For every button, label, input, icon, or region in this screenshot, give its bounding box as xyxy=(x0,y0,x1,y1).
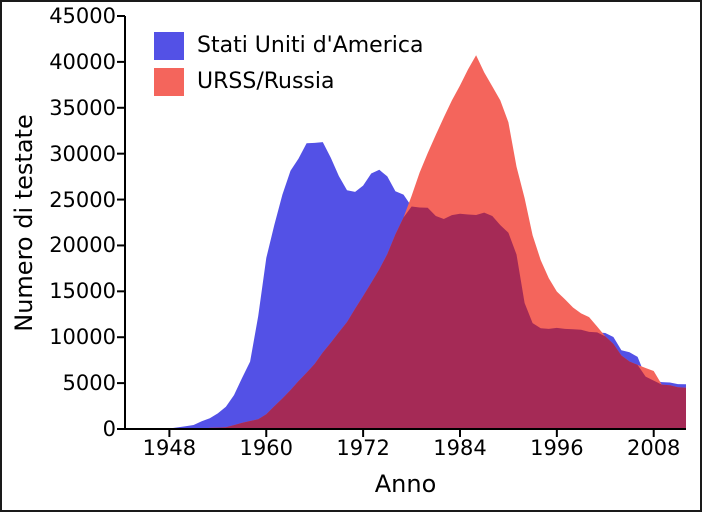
usa-color-swatch xyxy=(154,32,184,60)
y-tick-label: 10000 xyxy=(49,325,116,350)
y-tick-label: 20000 xyxy=(49,233,116,258)
x-tick-label: 1948 xyxy=(142,436,197,460)
y-tick-label: 5000 xyxy=(62,371,116,396)
y-tick-label: 40000 xyxy=(49,49,116,74)
x-tick-label: 2008 xyxy=(626,436,681,460)
y-tick-label: 35000 xyxy=(49,95,116,120)
legend-item-usa: Stati Uniti d'America xyxy=(154,28,423,64)
y-axis-title: Numero di testate xyxy=(10,114,38,332)
urss-color-swatch xyxy=(154,68,184,96)
y-tick-label: 15000 xyxy=(49,279,116,304)
x-tick-label: 1996 xyxy=(530,436,584,460)
x-tick-label: 1960 xyxy=(239,436,293,460)
overlap-area xyxy=(145,206,686,429)
y-tick-label: 0 xyxy=(102,417,116,441)
x-tick-label: 1972 xyxy=(336,436,390,460)
legend: Stati Uniti d'America URSS/Russia xyxy=(154,28,423,100)
legend-label-urss: URSS/Russia xyxy=(197,69,335,94)
x-axis-title: Anno xyxy=(374,470,437,498)
x-tick-label: 1984 xyxy=(433,436,487,460)
y-tick-label: 25000 xyxy=(49,187,116,212)
legend-item-urss: URSS/Russia xyxy=(154,64,423,100)
y-tick-label: 45000 xyxy=(49,4,116,28)
y-tick-label: 30000 xyxy=(49,141,116,166)
legend-label-usa: Stati Uniti d'America xyxy=(197,33,424,58)
